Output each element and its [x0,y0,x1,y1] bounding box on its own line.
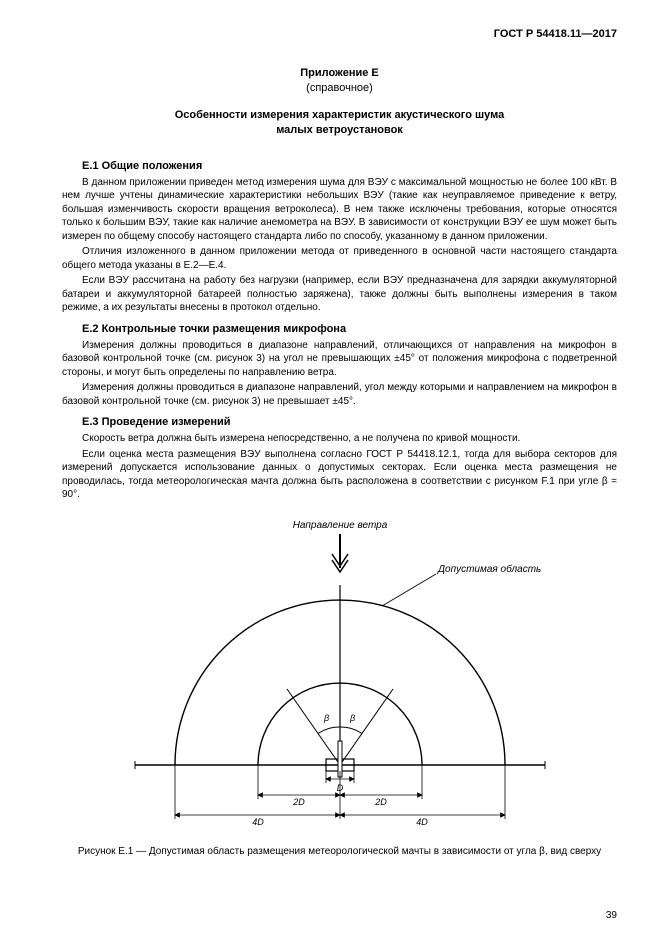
section-e2-p2: Измерения должны проводиться в диапазоне… [62,381,617,408]
section-e2-p1: Измерения должны проводиться в диапазоне… [62,339,617,380]
document-id-header: ГОСТ Р 54418.11—2017 [62,28,617,40]
section-e1-p2: Отличия изложенного в данном приложении … [62,245,617,272]
section-e3-p2: Если оценка места размещения ВЭУ выполне… [62,448,617,502]
appendix-label: Приложение Е [62,66,617,80]
beta-left: β [323,713,329,723]
dim-4d-left: 4D [252,817,264,827]
section-e3-p1: Скорость ветра должна быть измерена непо… [62,432,617,446]
figure-caption: Рисунок Е.1 — Допустимая область размеще… [62,846,617,857]
allowed-area-label: Допустимая область [437,563,541,575]
page-number: 39 [606,910,617,921]
dim-4d-right: 4D [416,817,428,827]
wind-direction-label: Направление ветра [292,520,387,531]
dim-2d-right: 2D [374,797,387,807]
section-e1-heading: Е.1 Общие положения [62,160,617,172]
beta-right: β [349,713,355,723]
section-e1-p3: Если ВЭУ рассчитана на работу без нагруз… [62,274,617,315]
dim-2d-left: 2D [292,797,305,807]
appendix-type: (справочное) [62,82,617,94]
main-title-line2: малых ветроустановок [276,124,403,136]
section-e1-p1: В данном приложении приведен метод измер… [62,176,617,244]
main-title: Особенности измерения характеристик акус… [62,108,617,138]
section-e2-heading: Е.2 Контрольные точки размещения микрофо… [62,323,617,335]
main-title-line1: Особенности измерения характеристик акус… [175,109,505,121]
figure-e1-diagram: Направление ветра Допустимая область β β [80,510,600,840]
section-e3-heading: Е.3 Проведение измерений [62,416,617,428]
